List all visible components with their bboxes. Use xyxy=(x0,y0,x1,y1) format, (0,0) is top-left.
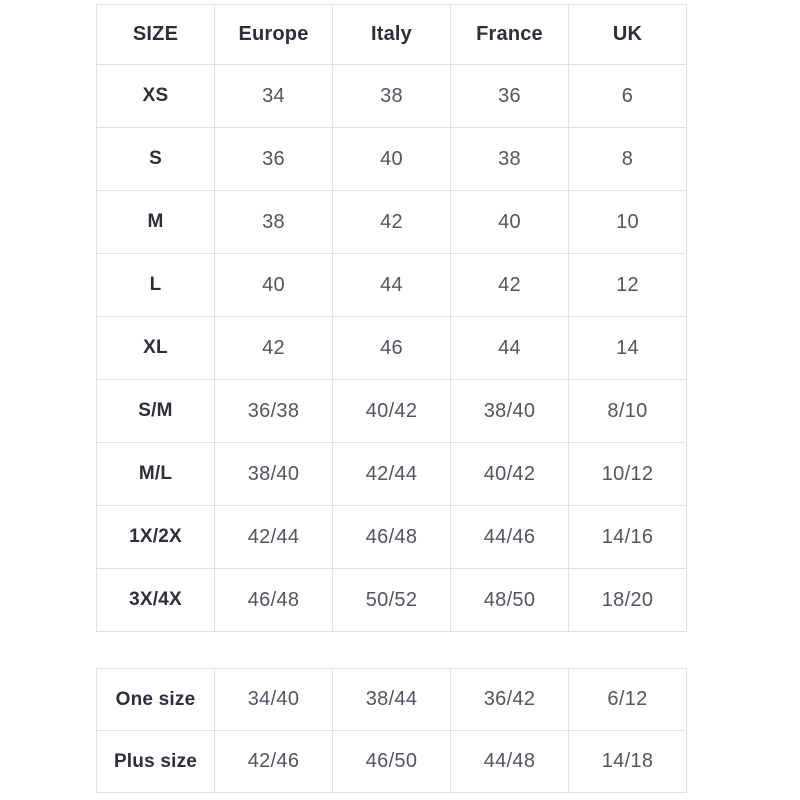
size-value-cell: 8/10 xyxy=(568,379,687,443)
special-sizes-table: One size 34/40 38/44 36/42 6/12 Plus size 42/4… xyxy=(96,668,687,793)
row-size-label: S/M xyxy=(96,379,215,443)
size-chart-section: SIZE Europe Italy France UK XS 34 38 36 6 S 36… xyxy=(96,4,687,793)
size-value-cell: 42/46 xyxy=(214,730,333,793)
size-value-cell: 42 xyxy=(450,253,569,317)
row-size-label: XS xyxy=(96,64,215,128)
table-row: Plus size 42/46 46/50 44/48 14/18 xyxy=(96,730,687,793)
size-value-cell: 38/40 xyxy=(214,442,333,506)
size-value-cell: 40 xyxy=(332,127,451,191)
size-value-cell: 46/50 xyxy=(332,730,451,793)
row-size-label: One size xyxy=(96,668,215,731)
row-size-label: XL xyxy=(96,316,215,380)
size-value-cell: 42 xyxy=(332,190,451,254)
row-size-label: 1X/2X xyxy=(96,505,215,569)
table-row: XL 42 46 44 14 xyxy=(96,316,687,380)
size-value-cell: 6/12 xyxy=(568,668,687,731)
size-value-cell: 36/42 xyxy=(450,668,569,731)
size-conversion-table-body: XS 34 38 36 6 S 36 40 38 8 M 38 42 40 10 L 40 44 42 12 XL 42 4… xyxy=(96,64,687,632)
size-value-cell: 40 xyxy=(450,190,569,254)
size-value-cell: 14 xyxy=(568,316,687,380)
size-value-cell: 34/40 xyxy=(214,668,333,731)
size-value-cell: 34 xyxy=(214,64,333,128)
size-value-cell: 42/44 xyxy=(214,505,333,569)
table-row: One size 34/40 38/44 36/42 6/12 xyxy=(96,668,687,731)
size-value-cell: 12 xyxy=(568,253,687,317)
table-row: 1X/2X 42/44 46/48 44/46 14/16 xyxy=(96,505,687,569)
special-sizes-table-body: One size 34/40 38/44 36/42 6/12 Plus size 42/4… xyxy=(96,668,687,793)
size-value-cell: 8 xyxy=(568,127,687,191)
table-row: M 38 42 40 10 xyxy=(96,190,687,254)
size-value-cell: 10/12 xyxy=(568,442,687,506)
size-value-cell: 40 xyxy=(214,253,333,317)
size-value-cell: 38/40 xyxy=(450,379,569,443)
size-conversion-table: SIZE Europe Italy France UK XS 34 38 36 6 S 36… xyxy=(96,4,687,632)
row-size-label: L xyxy=(96,253,215,317)
size-value-cell: 46 xyxy=(332,316,451,380)
table-row: L 40 44 42 12 xyxy=(96,253,687,317)
header-cell-uk: UK xyxy=(568,4,687,65)
table-row: XS 34 38 36 6 xyxy=(96,64,687,128)
size-value-cell: 10 xyxy=(568,190,687,254)
size-value-cell: 38/44 xyxy=(332,668,451,731)
size-value-cell: 50/52 xyxy=(332,568,451,632)
header-cell-france: France xyxy=(450,4,569,65)
size-value-cell: 36 xyxy=(450,64,569,128)
size-value-cell: 14/16 xyxy=(568,505,687,569)
size-value-cell: 42 xyxy=(214,316,333,380)
size-value-cell: 36 xyxy=(214,127,333,191)
size-value-cell: 44 xyxy=(332,253,451,317)
size-value-cell: 38 xyxy=(450,127,569,191)
size-value-cell: 38 xyxy=(332,64,451,128)
row-size-label: Plus size xyxy=(96,730,215,793)
size-value-cell: 36/38 xyxy=(214,379,333,443)
row-size-label: M/L xyxy=(96,442,215,506)
table-row: S 36 40 38 8 xyxy=(96,127,687,191)
header-cell-italy: Italy xyxy=(332,4,451,65)
table-row: M/L 38/40 42/44 40/42 10/12 xyxy=(96,442,687,506)
table-row: S/M 36/38 40/42 38/40 8/10 xyxy=(96,379,687,443)
size-value-cell: 18/20 xyxy=(568,568,687,632)
size-value-cell: 44/46 xyxy=(450,505,569,569)
size-value-cell: 40/42 xyxy=(332,379,451,443)
size-value-cell: 48/50 xyxy=(450,568,569,632)
header-cell-europe: Europe xyxy=(214,4,333,65)
size-value-cell: 42/44 xyxy=(332,442,451,506)
size-value-cell: 40/42 xyxy=(450,442,569,506)
size-value-cell: 46/48 xyxy=(332,505,451,569)
size-value-cell: 44/48 xyxy=(450,730,569,793)
header-row: SIZE Europe Italy France UK xyxy=(96,4,687,65)
size-value-cell: 38 xyxy=(214,190,333,254)
row-size-label: 3X/4X xyxy=(96,568,215,632)
size-value-cell: 46/48 xyxy=(214,568,333,632)
size-value-cell: 6 xyxy=(568,64,687,128)
row-size-label: S xyxy=(96,127,215,191)
size-conversion-table-header: SIZE Europe Italy France UK xyxy=(96,4,687,65)
size-value-cell: 14/18 xyxy=(568,730,687,793)
table-row: 3X/4X 46/48 50/52 48/50 18/20 xyxy=(96,568,687,632)
row-size-label: M xyxy=(96,190,215,254)
size-value-cell: 44 xyxy=(450,316,569,380)
header-cell-size: SIZE xyxy=(96,4,215,65)
